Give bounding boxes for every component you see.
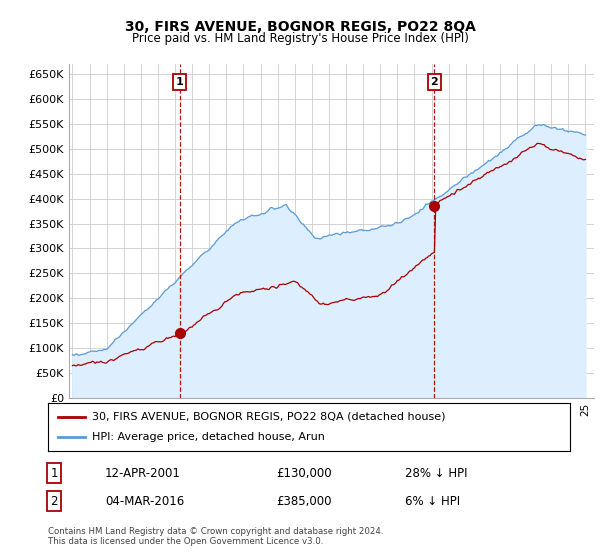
Text: 1: 1 xyxy=(176,77,184,87)
Text: £385,000: £385,000 xyxy=(276,494,331,508)
Text: 28% ↓ HPI: 28% ↓ HPI xyxy=(405,466,467,480)
Text: £130,000: £130,000 xyxy=(276,466,332,480)
Text: 30, FIRS AVENUE, BOGNOR REGIS, PO22 8QA: 30, FIRS AVENUE, BOGNOR REGIS, PO22 8QA xyxy=(125,20,475,34)
Text: HPI: Average price, detached house, Arun: HPI: Average price, detached house, Arun xyxy=(92,432,325,442)
Text: 2: 2 xyxy=(431,77,439,87)
Text: 04-MAR-2016: 04-MAR-2016 xyxy=(105,494,184,508)
Text: 1: 1 xyxy=(50,466,58,480)
Text: Price paid vs. HM Land Registry's House Price Index (HPI): Price paid vs. HM Land Registry's House … xyxy=(131,32,469,45)
Text: 30, FIRS AVENUE, BOGNOR REGIS, PO22 8QA (detached house): 30, FIRS AVENUE, BOGNOR REGIS, PO22 8QA … xyxy=(92,412,446,422)
Text: 2: 2 xyxy=(50,494,58,508)
Text: Contains HM Land Registry data © Crown copyright and database right 2024.
This d: Contains HM Land Registry data © Crown c… xyxy=(48,526,383,546)
Text: 12-APR-2001: 12-APR-2001 xyxy=(105,466,181,480)
Text: 6% ↓ HPI: 6% ↓ HPI xyxy=(405,494,460,508)
